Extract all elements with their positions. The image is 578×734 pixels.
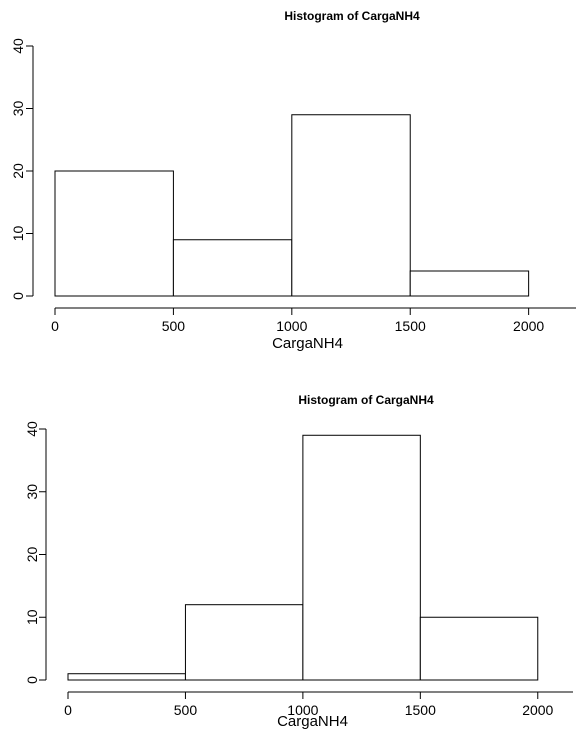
y-tick-label: 0 [24, 676, 40, 684]
y-tick-label: 30 [24, 484, 40, 500]
histogram-bar-0 [67, 673, 186, 681]
x-tick-label: 500 [174, 702, 198, 718]
histogram-chart-2: Histogram of CargaNH4 0 500 1000 1500 2000 0 10… [24, 393, 573, 730]
histogram-chart-1: Histogram of CargaNH4 0 500 1000 1500 2000 0 10… [10, 9, 576, 352]
histogram-bar-1 [184, 604, 304, 681]
x-tick-label: 500 [162, 318, 186, 334]
y-tick-label: 40 [10, 38, 26, 54]
chart-title: Histogram of CargaNH4 [298, 393, 434, 407]
histogram-bar-2 [302, 434, 421, 681]
histogram-bar-3 [409, 270, 530, 297]
x-tick-label: 2000 [513, 318, 544, 334]
x-tick-label: 1000 [276, 318, 307, 334]
chart-title: Histogram of CargaNH4 [284, 9, 420, 23]
x-tick-label: 0 [64, 702, 72, 718]
histogram-bar-3 [419, 616, 539, 681]
x-tick-label: 0 [51, 318, 59, 334]
y-tick-label: 20 [10, 163, 26, 179]
x-tick-label: 1000 [287, 702, 318, 718]
y-tick-label: 10 [10, 226, 26, 242]
x-tick-label: 1500 [395, 318, 426, 334]
y-tick-label: 10 [24, 609, 40, 625]
histogram-bar-1 [172, 239, 293, 297]
x-tick-label: 2000 [522, 702, 553, 718]
x-axis-label: CargaNH4 [272, 335, 343, 352]
y-tick-label: 30 [10, 101, 26, 117]
histogram-bar-2 [291, 114, 411, 297]
y-tick-label: 40 [24, 421, 40, 437]
x-axis-label: CargaNH4 [277, 713, 348, 730]
x-tick-label: 1500 [405, 702, 436, 718]
y-tick-label: 20 [24, 547, 40, 563]
histogram-bar-0 [54, 170, 174, 297]
y-tick-label: 0 [10, 292, 26, 300]
